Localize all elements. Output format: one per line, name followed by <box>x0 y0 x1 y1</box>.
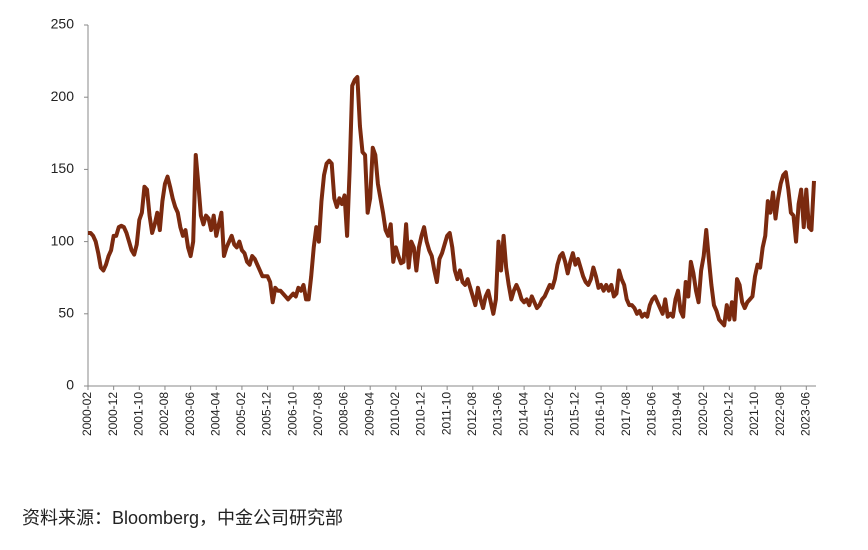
x-tick-label: 2002-08 <box>157 392 171 436</box>
x-tick-label: 2018-06 <box>645 392 659 436</box>
data-line <box>88 74 816 328</box>
x-tick-label: 2015-02 <box>542 392 556 436</box>
x-tick-label: 2017-08 <box>619 392 633 436</box>
x-tick-label: 2003-06 <box>183 392 197 436</box>
x-tick-label: 2005-02 <box>234 392 248 436</box>
x-tick-label: 2009-04 <box>362 392 376 436</box>
x-tick-label: 2020-02 <box>696 392 710 436</box>
x-tick-label: 2007-08 <box>311 392 325 436</box>
x-tick-label: 2020-12 <box>722 392 736 436</box>
x-tick-label: 2005-12 <box>260 392 274 436</box>
x-tick-label: 2023-06 <box>798 392 812 436</box>
source-note: 资料来源：Bloomberg，中金公司研究部 <box>22 508 343 528</box>
x-tick-label: 2006-10 <box>285 392 299 436</box>
x-tick-label: 2021-10 <box>747 392 761 436</box>
y-tick-label: 250 <box>51 16 75 32</box>
x-tick-label: 2022-08 <box>773 392 787 436</box>
x-tick-label: 2010-12 <box>414 392 428 436</box>
x-tick-label: 2001-10 <box>131 392 145 436</box>
y-tick-label: 100 <box>51 232 75 248</box>
x-tick-label: 2016-10 <box>593 392 607 436</box>
x-tick-label: 2012-08 <box>465 392 479 436</box>
y-tick-label: 50 <box>58 305 74 321</box>
x-tick-label: 2014-04 <box>516 392 530 436</box>
x-tick-label: 2015-12 <box>568 392 582 436</box>
y-tick-label: 0 <box>66 377 74 393</box>
x-tick-label: 2008-06 <box>337 392 351 436</box>
x-tick-label: 2010-02 <box>388 392 402 436</box>
x-tick-label: 2019-04 <box>670 392 684 436</box>
y-tick-label: 200 <box>51 88 75 104</box>
x-tick-label: 2013-06 <box>491 392 505 436</box>
x-tick-label: 2011-10 <box>439 392 453 435</box>
x-tick-label: 2000-02 <box>80 392 94 436</box>
y-tick-label: 150 <box>51 160 75 176</box>
x-tick-label: 2000-12 <box>106 392 120 436</box>
x-tick-label: 2004-04 <box>208 392 222 436</box>
